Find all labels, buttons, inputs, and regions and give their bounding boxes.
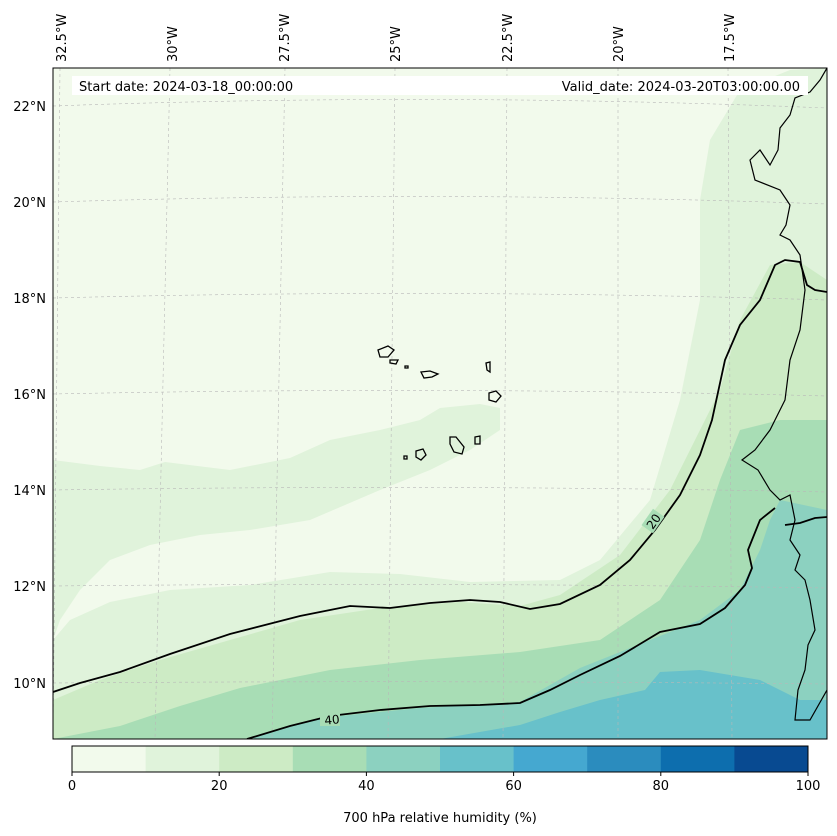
contour-line-20 (53, 259, 827, 693)
lat-label: 16°N (13, 388, 46, 403)
colorbar-title: 700 hPa relative humidity (%) (343, 811, 537, 826)
colorbar-segment (660, 746, 735, 772)
colorbar-segment (513, 746, 588, 772)
colorbar-tick-label: 40 (358, 779, 375, 794)
lon-label: 25°W (389, 26, 404, 62)
colorbar-segment (734, 746, 809, 772)
colorbar-segment (72, 746, 147, 772)
lat-label: 18°N (13, 292, 46, 307)
cape-verde-islands (377, 345, 502, 461)
lat-label: 14°N (13, 484, 46, 499)
colorbar-tick-label: 100 (796, 779, 821, 794)
info-box (72, 76, 808, 95)
colorbar-tick-label: 60 (505, 779, 522, 794)
lon-label: 30°W (166, 26, 181, 62)
lon-label: 17.5°W (723, 14, 738, 62)
contour-line-40 (246, 507, 776, 739)
colorbar-tick-label: 20 (211, 779, 228, 794)
colorbar-segment (292, 746, 367, 772)
coastline-gambia (784, 516, 827, 526)
map-area (53, 68, 827, 739)
lon-label: 27.5°W (278, 14, 293, 62)
start-date-text: Start date: 2024-03-18_00:00:00 (79, 80, 293, 95)
colorbar-segment (145, 746, 220, 772)
colorbar-tick-label: 80 (653, 779, 670, 794)
lat-label: 12°N (13, 580, 46, 595)
colorbar-segment (219, 746, 294, 772)
lat-label: 20°N (13, 196, 46, 211)
contour-label-40: 40 (324, 712, 341, 728)
colorbar-segment (587, 746, 662, 772)
coastline-africa (740, 68, 827, 721)
lon-label: 22.5°W (501, 14, 516, 62)
latitude-labels: 22°N 20°N 18°N 16°N 14°N 12°N 10°N (13, 100, 46, 692)
longitude-labels: 32.5°W 30°W 27.5°W 25°W 22.5°W 20°W 17.5… (55, 14, 738, 62)
contour-label-bg (641, 508, 665, 534)
map-frame (52, 67, 828, 740)
lat-label: 22°N (13, 100, 46, 115)
valid-date-text: Valid_date: 2024-03-20T03:00:00.00 (562, 80, 800, 95)
lon-label: 32.5°W (55, 14, 70, 62)
colorbar-segment (440, 746, 515, 772)
colorbar-frame (71, 745, 809, 773)
lat-label: 10°N (13, 677, 46, 692)
colorbar-segment (366, 746, 441, 772)
colorbar-tick-label: 0 (68, 779, 76, 794)
contour-label-bg (320, 712, 340, 726)
humidity-band-50-60 (440, 670, 827, 739)
colorbar: 0 20 40 60 80 100 (68, 745, 821, 794)
graticule (53, 68, 827, 739)
lon-label: 20°W (612, 26, 627, 62)
